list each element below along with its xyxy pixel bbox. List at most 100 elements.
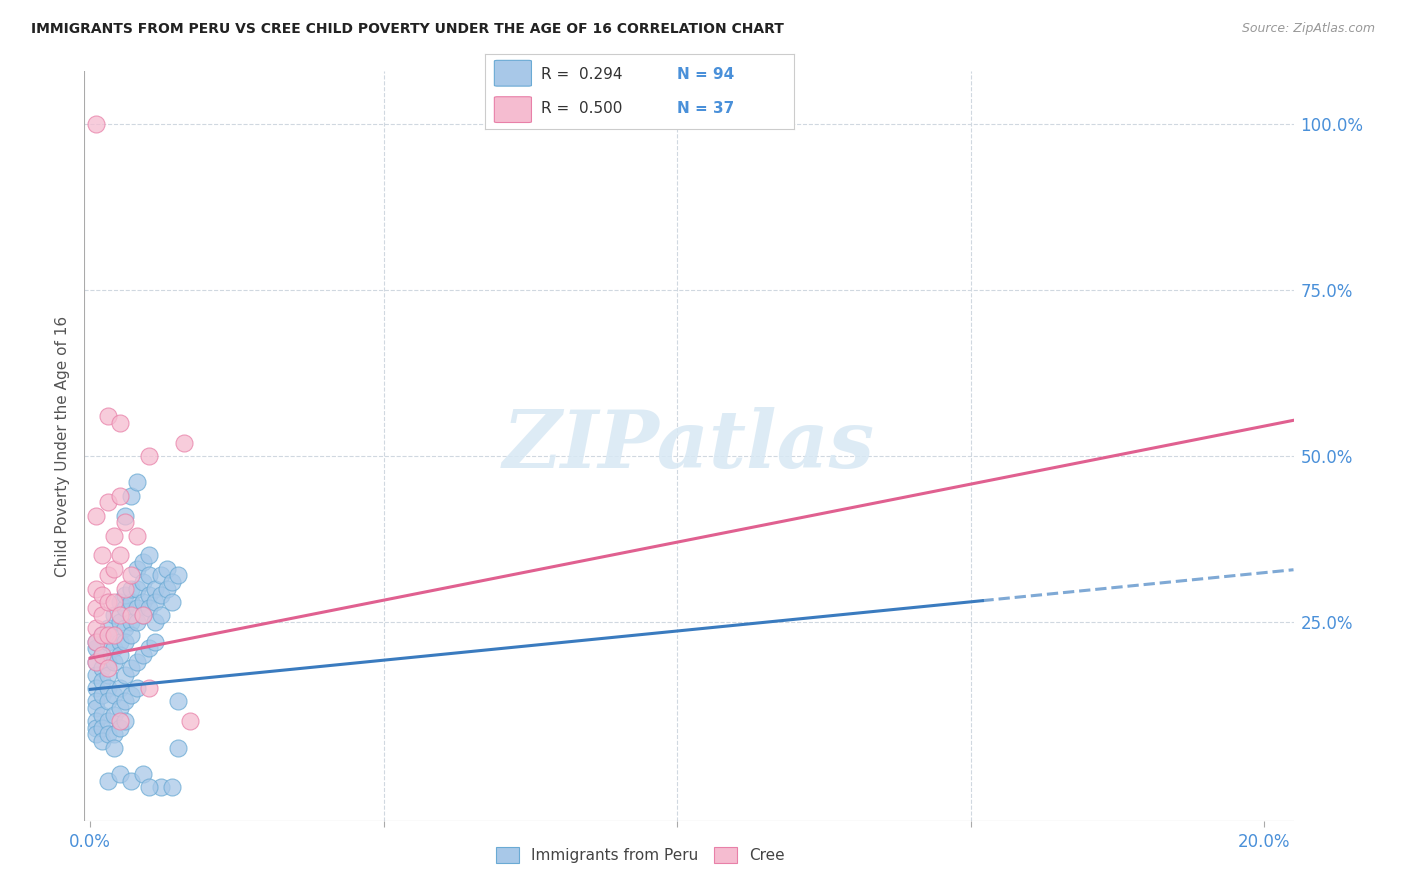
Point [114, 601, 136, 615]
Point [97, 568, 120, 582]
Point [91, 648, 114, 662]
Point [108, 416, 131, 430]
Point [103, 688, 125, 702]
Point [127, 601, 149, 615]
Point [97, 628, 120, 642]
Point [132, 648, 155, 662]
Point [127, 475, 149, 490]
Point [132, 595, 155, 609]
Point [162, 595, 184, 609]
Point [167, 568, 190, 582]
Point [84, 714, 107, 728]
Point [84, 508, 107, 523]
Point [97, 694, 120, 708]
Point [127, 655, 149, 669]
Point [97, 714, 120, 728]
Point [120, 582, 142, 596]
Point [84, 621, 107, 635]
Point [91, 721, 114, 735]
Y-axis label: Child Poverty Under the Age of 16: Child Poverty Under the Age of 16 [55, 316, 70, 576]
Point [84, 641, 107, 656]
Point [114, 508, 136, 523]
Text: N = 37: N = 37 [676, 102, 734, 116]
Point [108, 681, 131, 695]
Point [103, 528, 125, 542]
Point [91, 688, 114, 702]
Text: ZIPatlas: ZIPatlas [503, 408, 875, 484]
Point [91, 549, 114, 563]
Point [138, 449, 160, 463]
Point [149, 608, 172, 623]
Point [167, 694, 190, 708]
Point [108, 489, 131, 503]
Point [108, 648, 131, 662]
Point [143, 595, 166, 609]
Point [120, 628, 142, 642]
Point [120, 661, 142, 675]
Point [84, 655, 107, 669]
Point [103, 608, 125, 623]
Point [138, 681, 160, 695]
Point [97, 661, 120, 675]
FancyBboxPatch shape [495, 61, 531, 87]
Point [108, 701, 131, 715]
Point [114, 582, 136, 596]
Point [103, 707, 125, 722]
Point [84, 601, 107, 615]
Point [127, 528, 149, 542]
Point [138, 601, 160, 615]
Point [127, 582, 149, 596]
Point [103, 595, 125, 609]
Point [91, 588, 114, 602]
Point [103, 655, 125, 669]
Point [108, 634, 131, 648]
FancyBboxPatch shape [495, 96, 531, 122]
Point [108, 714, 131, 728]
Point [84, 694, 107, 708]
Point [138, 641, 160, 656]
Point [138, 549, 160, 563]
Point [97, 634, 120, 648]
Point [84, 117, 107, 131]
Point [91, 734, 114, 748]
Point [84, 721, 107, 735]
Point [108, 615, 131, 629]
Point [114, 667, 136, 681]
Point [179, 714, 201, 728]
Point [162, 574, 184, 589]
Point [155, 562, 177, 576]
Point [120, 595, 142, 609]
Point [127, 562, 149, 576]
Text: N = 94: N = 94 [676, 67, 734, 82]
Text: R =  0.294: R = 0.294 [541, 67, 623, 82]
Point [103, 740, 125, 755]
Point [108, 608, 131, 623]
Point [114, 515, 136, 529]
Point [97, 681, 120, 695]
Point [97, 667, 120, 681]
Point [91, 648, 114, 662]
Point [114, 714, 136, 728]
Legend: Immigrants from Peru, Cree: Immigrants from Peru, Cree [491, 841, 792, 869]
Text: IMMIGRANTS FROM PERU VS CREE CHILD POVERTY UNDER THE AGE OF 16 CORRELATION CHART: IMMIGRANTS FROM PERU VS CREE CHILD POVER… [31, 22, 783, 37]
Point [84, 727, 107, 741]
Point [97, 655, 120, 669]
Point [97, 409, 120, 424]
Text: Source: ZipAtlas.com: Source: ZipAtlas.com [1241, 22, 1375, 36]
Point [103, 628, 125, 642]
Point [138, 568, 160, 582]
Point [120, 773, 142, 788]
Point [149, 780, 172, 795]
Point [143, 615, 166, 629]
Point [132, 608, 155, 623]
Point [84, 582, 107, 596]
Point [84, 667, 107, 681]
Point [173, 435, 195, 450]
Point [149, 568, 172, 582]
Point [120, 489, 142, 503]
Point [114, 694, 136, 708]
Point [127, 615, 149, 629]
Point [108, 549, 131, 563]
Point [162, 780, 184, 795]
Point [114, 588, 136, 602]
